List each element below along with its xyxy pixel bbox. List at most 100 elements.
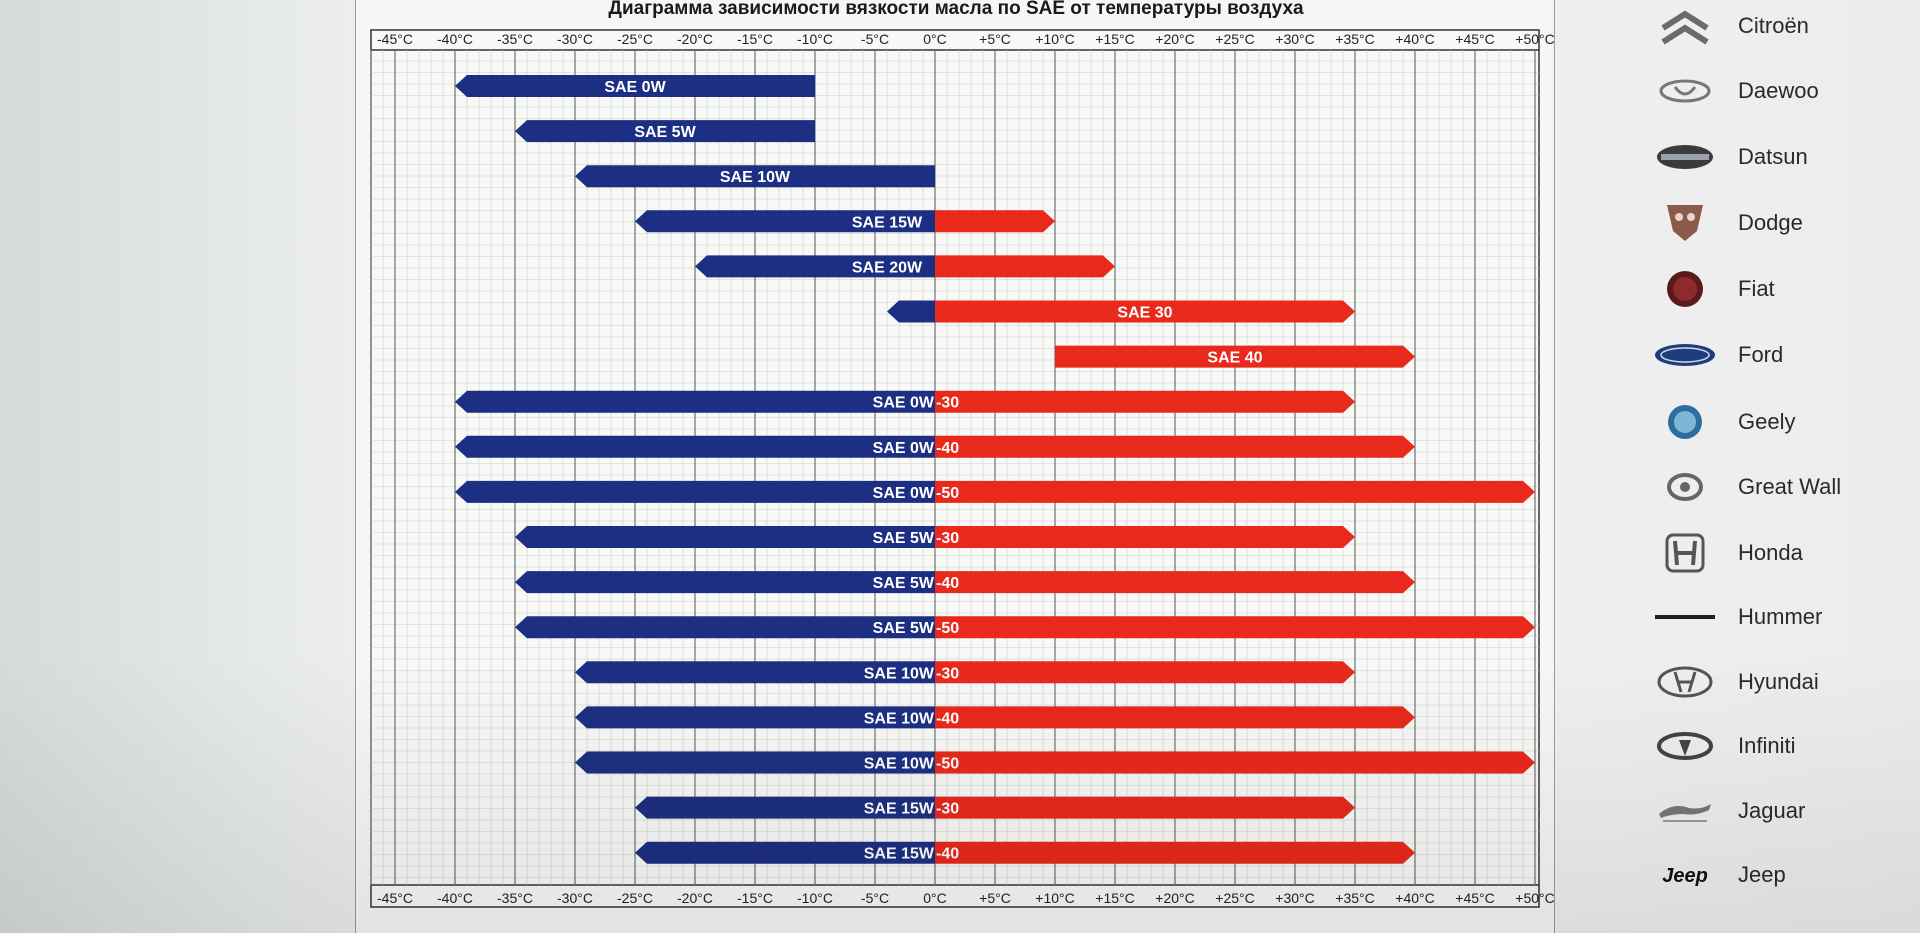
brand-name: Infiniti (1738, 733, 1796, 758)
viscosity-bar: SAE 5W (515, 120, 815, 143)
bar-label-winter: SAE 0W (873, 440, 935, 457)
tick-label-top: -25°C (617, 31, 653, 47)
tick-label-top: +40°C (1395, 31, 1434, 47)
brand-item-daewoo[interactable]: Daewoo (1640, 66, 1900, 116)
viscosity-bar: SAE 0W -50 (455, 480, 1535, 503)
brand-name: Daewoo (1738, 78, 1819, 103)
bar-winter-segment (695, 255, 935, 278)
viscosity-bar: SAE 0W -30 (455, 390, 1355, 413)
plot-frame (370, 29, 1540, 908)
major-grid (394, 50, 1536, 885)
bar-summer-segment (935, 571, 1415, 594)
tick-label-bottom: -20°C (677, 890, 713, 906)
brand-item-great-wall[interactable]: Great Wall (1640, 462, 1900, 512)
bar-label-winter: SAE 0W (873, 395, 935, 412)
datsun-logo-icon (1640, 132, 1730, 182)
tick-label-bottom: +20°C (1155, 890, 1194, 906)
tick-label-top: +15°C (1095, 31, 1134, 47)
viscosity-bar: SAE 10W -30 (575, 661, 1355, 684)
viscosity-bar: SAE 0W (455, 75, 815, 97)
chart-title: Диаграмма зависимости вязкости масла по … (608, 0, 1304, 19)
viscosity-bar: SAE 15W -40 (635, 841, 1415, 864)
viscosity-bar: SAE 20W (695, 255, 1115, 278)
honda-logo-icon (1640, 528, 1730, 578)
bar-summer-segment (935, 661, 1355, 684)
bar-winter-segment (635, 796, 935, 819)
brand-item-hummer[interactable]: Hummer (1640, 592, 1900, 642)
brand-name: Great Wall (1738, 474, 1842, 499)
brand-name: Citroën (1738, 13, 1809, 38)
bar-winter-segment (575, 706, 935, 729)
bar-label-summer: -40 (936, 440, 959, 457)
tick-label-top: -20°C (677, 31, 713, 47)
tick-label-bottom: +5°C (979, 890, 1011, 906)
bar-label: SAE 30 (1117, 305, 1172, 322)
citroen-logo-icon (1640, 1, 1730, 51)
tick-label-bottom: -10°C (797, 890, 833, 906)
bar-label-summer: -30 (936, 530, 959, 547)
tick-label-bottom: -35°C (497, 890, 533, 906)
brand-item-dodge[interactable]: Dodge (1640, 198, 1900, 248)
bar-label-summer: -50 (936, 485, 959, 502)
bar-winter-segment (575, 751, 935, 774)
brand-name: Ford (1738, 342, 1784, 367)
viscosity-bar: SAE 0W -40 (455, 435, 1415, 458)
bar-summer-segment (935, 751, 1535, 774)
tick-label-bottom: +10°C (1035, 890, 1074, 906)
bar-summer-segment (935, 526, 1355, 548)
brand-item-jaguar[interactable]: Jaguar (1640, 786, 1900, 836)
bar-summer-segment (935, 841, 1415, 864)
viscosity-bar: SAE 5W -30 (515, 526, 1355, 548)
hyundai-logo-icon (1640, 657, 1730, 707)
bars: SAE 0W SAE 5W SAE 10W SAE 15W SAE 20W SAE 30 S… (455, 75, 1535, 864)
bar-label-summer: -30 (936, 801, 959, 818)
bar-summer-segment (935, 796, 1355, 819)
tick-label-bottom: 0°C (923, 890, 947, 906)
brand-sidebar: Citroën Daewoo Datsun Dodge Fiat Ford (1640, 0, 1900, 933)
brand-item-geely[interactable]: Geely (1640, 397, 1900, 447)
bar-label-winter: SAE 15W (864, 801, 935, 818)
brand-item-jeep[interactable]: Jeep Jeep (1640, 850, 1900, 900)
dodge-logo-icon (1640, 198, 1730, 248)
bar-summer-segment (935, 210, 1055, 233)
bar-label-winter: SAE 0W (873, 485, 935, 502)
tick-label-bottom: +50°C (1515, 890, 1554, 906)
tick-label-top: +5°C (979, 31, 1011, 47)
bar-label-summer: -40 (936, 846, 959, 863)
bar-winter-segment (635, 210, 935, 233)
bar-winter-segment (455, 390, 935, 413)
viscosity-bar: SAE 40 (1055, 345, 1415, 368)
brand-item-honda[interactable]: Honda (1640, 528, 1900, 578)
brand-name: Hummer (1738, 604, 1823, 629)
bar-label-summer: -40 (936, 710, 959, 727)
tick-label-bottom: +45°C (1455, 890, 1494, 906)
viscosity-bar: SAE 30 (887, 300, 1355, 323)
bar-label-summer: -50 (936, 756, 959, 773)
bar-label-winter: SAE 10W (864, 710, 935, 727)
ford-logo-icon (1640, 330, 1730, 380)
bar-winter-segment (455, 435, 935, 458)
brand-item-infiniti[interactable]: Infiniti (1640, 721, 1900, 771)
brand-item-datsun[interactable]: Datsun (1640, 132, 1900, 182)
bar-winter-segment (515, 616, 935, 639)
bar-label: SAE 10W (720, 169, 791, 186)
brand-name: Hyundai (1738, 669, 1819, 694)
brand-item-fiat[interactable]: Fiat (1640, 264, 1900, 314)
tick-label-bottom: -30°C (557, 890, 593, 906)
infiniti-logo-icon (1640, 721, 1730, 771)
jaguar-logo-icon (1640, 786, 1730, 836)
brand-name: Fiat (1738, 276, 1775, 301)
bar-summer-segment (935, 390, 1355, 413)
viscosity-bar: SAE 10W -50 (575, 751, 1535, 774)
bar-label-winter: SAE 5W (873, 530, 935, 547)
bar-label: SAE 40 (1207, 350, 1262, 367)
brand-item-ford[interactable]: Ford (1640, 330, 1900, 380)
brand-item-hyundai[interactable]: Hyundai (1640, 657, 1900, 707)
bar-label: SAE 20W (852, 259, 923, 276)
bar-label-winter: SAE 5W (873, 575, 935, 592)
brand-item-citroen[interactable]: Citroën (1640, 1, 1900, 51)
brand-name: Jaguar (1738, 798, 1806, 823)
tick-label-bottom: +30°C (1275, 890, 1314, 906)
tick-label-top: +30°C (1275, 31, 1314, 47)
brand-name: Honda (1738, 540, 1803, 565)
